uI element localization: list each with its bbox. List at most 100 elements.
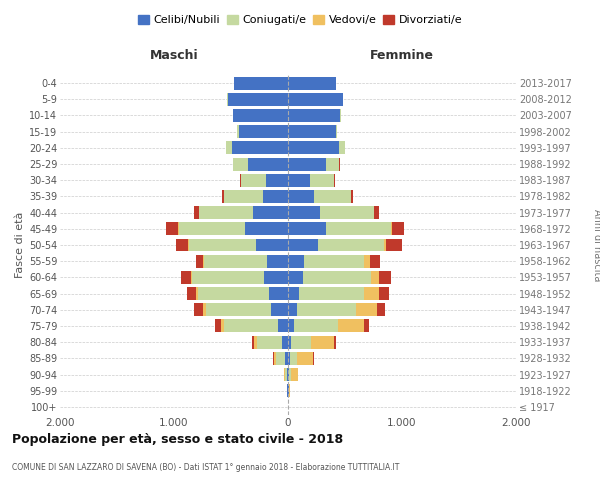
Bar (336, 125, 337, 138)
Bar (285, 352, 288, 365)
Bar (224, 320, 278, 332)
Bar (294, 320, 338, 332)
Bar (179, 222, 245, 235)
Bar (334, 336, 336, 348)
Bar (288, 222, 326, 235)
Bar (326, 222, 391, 235)
Bar (288, 142, 340, 154)
Bar (221, 320, 224, 332)
Bar (198, 287, 269, 300)
Bar (232, 142, 288, 154)
Bar (292, 336, 311, 348)
Bar (297, 352, 313, 365)
Bar (379, 287, 389, 300)
Bar (233, 158, 248, 170)
Bar (283, 336, 288, 348)
Bar (241, 174, 266, 186)
Bar (224, 190, 263, 203)
Bar (386, 238, 402, 252)
Bar (222, 190, 224, 203)
Bar (340, 142, 345, 154)
Bar (288, 125, 336, 138)
Bar (288, 93, 343, 106)
Bar (239, 125, 288, 138)
Bar (257, 336, 283, 348)
Bar (166, 222, 178, 235)
Bar (240, 174, 241, 186)
Bar (288, 190, 314, 203)
Bar (299, 287, 364, 300)
Bar (288, 368, 289, 381)
Bar (248, 158, 288, 170)
Bar (187, 287, 196, 300)
Bar (377, 304, 385, 316)
Bar (215, 320, 221, 332)
Bar (290, 352, 297, 365)
Bar (287, 368, 288, 381)
Legend: Celibi/Nubili, Coniugati/e, Vedovi/e, Divorziati/e: Celibi/Nubili, Coniugati/e, Vedovi/e, Di… (133, 10, 467, 29)
Bar (320, 206, 373, 219)
Bar (364, 287, 379, 300)
Bar (269, 287, 288, 300)
Bar (206, 304, 271, 316)
Bar (235, 76, 288, 90)
Bar (288, 206, 320, 219)
Bar (194, 304, 203, 316)
Bar (334, 174, 335, 186)
Bar (292, 368, 298, 381)
Bar (288, 254, 304, 268)
Bar (263, 190, 288, 203)
Bar (317, 238, 384, 252)
Bar (276, 352, 285, 365)
Bar (192, 271, 264, 284)
Bar (288, 238, 317, 252)
Y-axis label: Fasce di età: Fasce di età (14, 212, 25, 278)
Bar (268, 254, 288, 268)
Bar (189, 238, 256, 252)
Bar (374, 206, 379, 219)
Bar (196, 254, 203, 268)
Bar (364, 254, 370, 268)
Bar (370, 254, 380, 268)
Bar (304, 254, 364, 268)
Bar (196, 287, 198, 300)
Bar (264, 271, 288, 284)
Bar (271, 304, 288, 316)
Bar (288, 271, 303, 284)
Bar (379, 271, 391, 284)
Bar (288, 158, 326, 170)
Bar (289, 384, 290, 397)
Bar (176, 238, 188, 252)
Bar (392, 222, 404, 235)
Bar (288, 304, 297, 316)
Bar (288, 287, 299, 300)
Bar (191, 271, 192, 284)
Bar (371, 271, 379, 284)
Bar (356, 304, 377, 316)
Bar (351, 190, 353, 203)
Bar (289, 368, 292, 381)
Bar (384, 238, 386, 252)
Bar (203, 254, 268, 268)
Bar (303, 271, 371, 284)
Bar (288, 352, 290, 365)
Bar (278, 320, 288, 332)
Bar (288, 320, 294, 332)
Bar (288, 109, 340, 122)
Bar (288, 174, 310, 186)
Text: Femmine: Femmine (370, 50, 434, 62)
Bar (194, 206, 199, 219)
Bar (233, 109, 288, 122)
Bar (314, 190, 351, 203)
Bar (254, 336, 257, 348)
Bar (338, 320, 364, 332)
Bar (199, 206, 253, 219)
Bar (364, 320, 369, 332)
Bar (226, 142, 232, 154)
Bar (288, 76, 336, 90)
Bar (227, 93, 288, 106)
Bar (237, 125, 239, 138)
Bar (326, 158, 340, 170)
Bar (203, 304, 206, 316)
Bar (284, 368, 287, 381)
